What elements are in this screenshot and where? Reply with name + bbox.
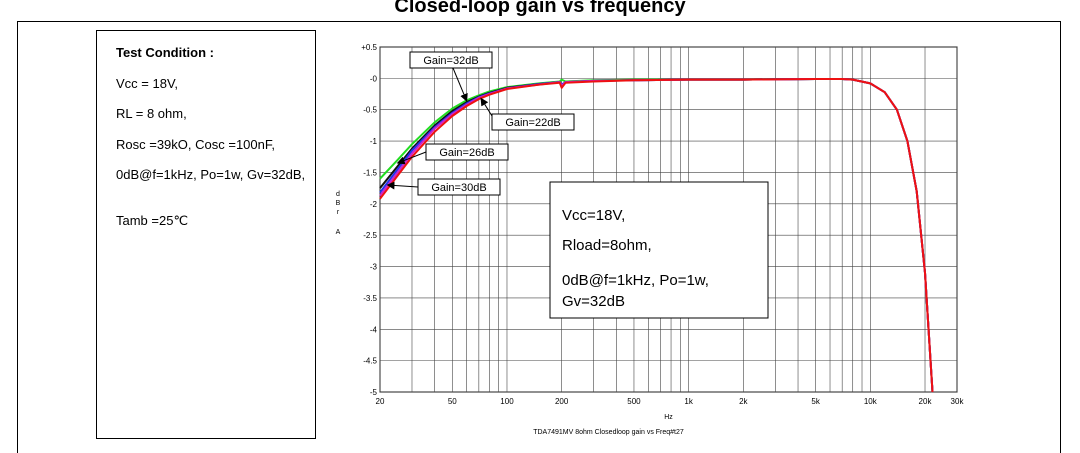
x-tick-label: 200	[555, 397, 569, 406]
gain-callout-label: Gain=30dB	[431, 182, 486, 194]
y-tick-label: -2.5	[363, 231, 377, 240]
page-heading: Closed-loop gain vs frequency	[0, 0, 1080, 21]
x-tick-label: 50	[448, 397, 457, 406]
x-tick-label: 5k	[811, 397, 820, 406]
y-tick-label: -5	[370, 388, 378, 397]
gain-callout-arrow	[452, 67, 468, 102]
cond-tamb: Tamb =25℃	[116, 213, 189, 228]
x-tick-label: 20k	[919, 397, 933, 406]
y-tick-label: +0.5	[361, 43, 377, 52]
gain-callout-box	[491, 113, 575, 131]
gain-callout-arrow	[480, 97, 493, 117]
frequency-response-chart: +0.5 -0 -0.5 -1 -1.5 -2 -2.5 -3 -3.5 -4 -4.5 -520 50…	[336, 43, 965, 436]
gain-callout-box	[409, 51, 493, 69]
cond-osc: Rosc =39kΟ, Cosc =100nF,	[116, 137, 275, 152]
annotation-line: Vcc=18V,	[562, 207, 625, 224]
gain-callout: Gain=30dB	[386, 178, 501, 196]
gain-callout-label: Gain=26dB	[439, 147, 494, 159]
y-tick-label: -3	[370, 263, 378, 272]
test-condition-title: Test Condition :	[116, 45, 214, 60]
y-tick-label: -4.5	[363, 357, 377, 366]
x-tick-label: 1k	[684, 397, 693, 406]
x-tick-label: 2k	[739, 397, 748, 406]
annotation-line: Gv=32dB	[562, 293, 625, 310]
y-tick-label: -2	[370, 200, 378, 209]
gain-callout-label: Gain=32dB	[423, 55, 478, 67]
y-tick-label: -0	[370, 74, 378, 83]
series-line-gain-22db	[379, 78, 934, 393]
gain-callout-label: Gain=22dB	[505, 117, 560, 129]
gain-callout: Gain=26dB	[396, 143, 509, 165]
annotation-box	[549, 181, 769, 319]
gain-callout: Gain=32dB	[409, 51, 493, 102]
series-curves	[379, 78, 934, 393]
y-tick-label: -0.5	[363, 106, 377, 115]
y-tick-label: -4	[370, 325, 378, 334]
gain-callout: Gain=22dB	[480, 97, 575, 131]
test-condition-box: Test Condition : Vcc = 18V, RL = 8 ohm, …	[96, 30, 316, 439]
y-tick-label: -3.5	[363, 294, 377, 303]
cond-reference: 0dB@f=1kHz, Po=1w, Gv=32dB,	[116, 167, 306, 182]
gain-callout-arrow	[386, 181, 419, 190]
heading-text: Closed-loop gain vs frequency	[394, 0, 686, 17]
annotation-line: Rload=8ohm,	[562, 237, 652, 254]
x-tick-label: 10k	[864, 397, 878, 406]
x-tick-label: 500	[627, 397, 641, 406]
x-tick-label: 30k	[951, 397, 965, 406]
condition-annotation: Vcc=18V, Rload=8ohm, 0dB@f=1kHz, Po=1w, Gv=…	[549, 181, 769, 319]
annotation-line: 0dB@f=1kHz, Po=1w,	[562, 272, 709, 289]
chart-caption: TDA7491MV 8ohm Closedloop gain vs Freq#t…	[533, 429, 684, 436]
y-tick-label: -1	[370, 137, 378, 146]
x-tick-label: 20	[376, 397, 385, 406]
y-tick-label: -1.5	[363, 168, 377, 177]
gain-callout-arrow	[396, 151, 427, 165]
x-axis-label: Hz	[664, 414, 673, 421]
cond-rl: RL = 8 ohm,	[116, 106, 187, 121]
x-tick-label: 100	[500, 397, 514, 406]
figure-frame	[17, 21, 1061, 453]
cond-vcc: Vcc = 18V,	[116, 76, 179, 91]
